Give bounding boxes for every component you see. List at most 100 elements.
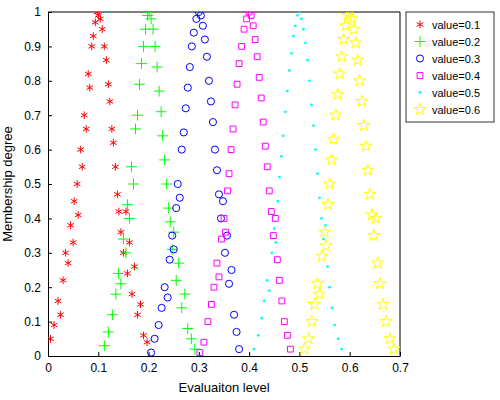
- point: [232, 102, 238, 108]
- point: [302, 332, 314, 343]
- point: [71, 197, 78, 205]
- point: [374, 277, 386, 288]
- point: [364, 188, 376, 199]
- point: [334, 68, 346, 79]
- point: [92, 19, 99, 27]
- point: [270, 251, 273, 254]
- point: [388, 343, 400, 354]
- point: [88, 43, 95, 51]
- point: [284, 332, 290, 338]
- point: [124, 270, 131, 278]
- legend: value=0.1value=0.2value=0.3value=0.4valu…: [406, 12, 494, 122]
- point: [186, 63, 193, 70]
- point: [370, 212, 382, 223]
- point: [199, 22, 206, 29]
- point: [225, 280, 232, 287]
- tick-mark: [48, 322, 52, 323]
- tick: 0.4: [241, 352, 258, 375]
- tick: 0: [34, 349, 52, 363]
- point: [57, 311, 64, 319]
- tick-label: 0.8: [24, 74, 41, 88]
- point: [178, 146, 185, 153]
- plot: 00.10.20.30.40.50.60.700.10.20.30.40.50.…: [0, 5, 494, 395]
- tick-label: 0.2: [141, 361, 158, 375]
- tick-mark: [48, 253, 52, 254]
- point: [260, 317, 263, 320]
- point: [258, 95, 264, 101]
- point: [211, 146, 218, 153]
- point: [173, 205, 180, 212]
- point: [161, 284, 168, 291]
- point: [159, 155, 170, 166]
- point: [99, 340, 110, 351]
- point: [262, 143, 268, 149]
- point: [116, 208, 123, 216]
- point: [132, 110, 143, 121]
- point: [151, 335, 158, 342]
- point: [282, 134, 285, 137]
- point: [308, 298, 320, 309]
- point: [112, 163, 119, 171]
- point: [318, 196, 321, 199]
- point: [233, 328, 240, 335]
- point: [105, 80, 112, 88]
- point: [312, 277, 324, 288]
- point: [213, 167, 220, 174]
- point: [354, 74, 366, 85]
- point: [322, 238, 325, 241]
- point: [169, 232, 176, 239]
- series: [197, 12, 293, 355]
- point: [340, 348, 343, 351]
- point: [146, 13, 157, 24]
- point: [331, 306, 334, 309]
- point: [236, 61, 242, 67]
- point: [333, 324, 336, 327]
- point: [272, 215, 278, 221]
- point: [173, 258, 184, 269]
- point: [316, 172, 319, 175]
- tick-label: 0.5: [24, 177, 41, 191]
- point: [380, 315, 392, 326]
- point: [60, 277, 67, 285]
- point: [129, 290, 136, 298]
- point: [144, 12, 155, 17]
- tick: 0.9: [24, 40, 52, 54]
- tick-mark: [48, 115, 52, 116]
- tick-label: 0.7: [392, 361, 409, 375]
- point: [148, 349, 155, 356]
- point: [281, 319, 287, 325]
- legend-label: value=0.4: [432, 70, 480, 82]
- point: [322, 198, 334, 209]
- point: [189, 344, 200, 355]
- point: [377, 298, 389, 309]
- point: [134, 311, 141, 319]
- point: [216, 274, 222, 280]
- point: [306, 315, 318, 326]
- point: [287, 346, 293, 352]
- point: [188, 43, 195, 50]
- series: [148, 12, 243, 356]
- point: [179, 289, 190, 300]
- legend-box: [406, 12, 494, 122]
- point: [292, 35, 295, 38]
- point: [107, 309, 118, 320]
- point: [358, 119, 370, 130]
- point: [126, 239, 133, 247]
- tick-mark: [48, 81, 52, 82]
- point: [314, 288, 326, 299]
- point: [252, 37, 258, 43]
- point: [103, 56, 110, 64]
- tick-label: 0.7: [24, 109, 41, 123]
- point: [314, 148, 317, 151]
- point: [136, 58, 147, 69]
- point: [65, 259, 72, 267]
- tick: 0.8: [24, 74, 52, 88]
- axis-line: [49, 356, 401, 357]
- point: [85, 70, 92, 78]
- point: [268, 289, 271, 292]
- point: [207, 98, 214, 105]
- point: [266, 279, 269, 282]
- point: [165, 216, 176, 227]
- point: [306, 59, 309, 62]
- point: [167, 244, 178, 255]
